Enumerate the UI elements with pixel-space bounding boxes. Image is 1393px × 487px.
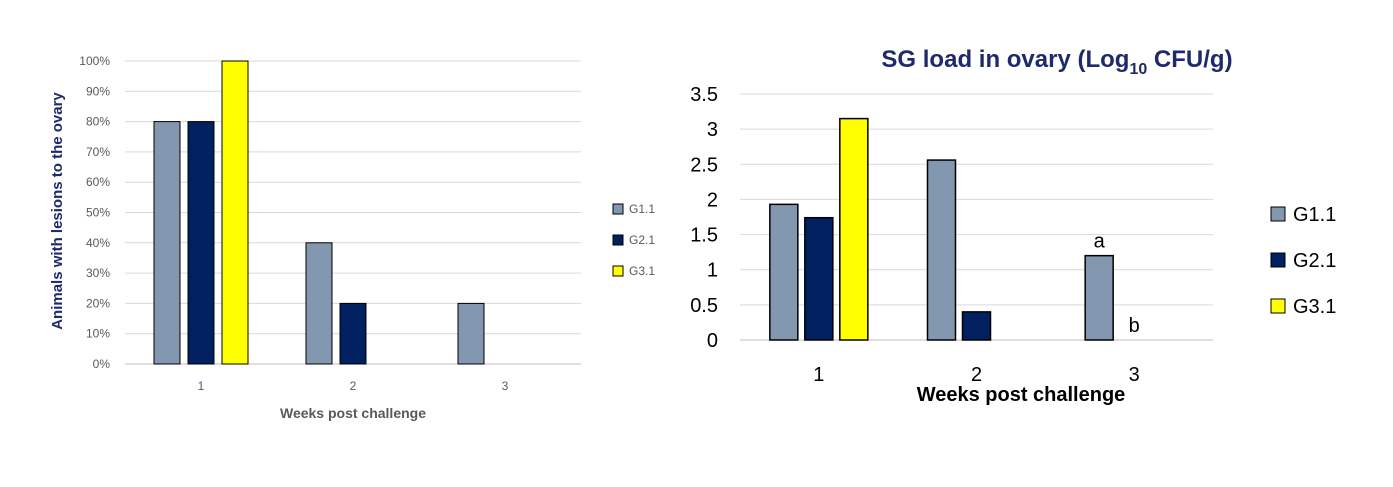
- sg-load-y-tick-label: 1: [707, 260, 718, 282]
- lesions-bar: [457, 302, 485, 365]
- sg-load-y-tick-labels: 0 0.5 1 1.5 2 2.5 3 3.5: [690, 84, 718, 352]
- sg-load-y-tick-label: 1.5: [690, 225, 718, 247]
- sg-load-legend-swatch: [1270, 252, 1286, 268]
- sg-load-bar: [926, 159, 957, 341]
- sg-load-x-tick-label: 2: [971, 364, 982, 386]
- sg-load-y-tick-label: 3.5: [690, 84, 718, 106]
- sg-load-title-subscript: 10: [1129, 61, 1147, 78]
- lesions-y-tick-label: 60%: [86, 175, 110, 189]
- sg-load-y-tick-label: 3: [707, 119, 718, 141]
- sg-load-bar: [961, 311, 992, 341]
- sg-load-y-tick-label: 0: [707, 330, 718, 352]
- lesions-y-axis-label: Animals with lesions to the ovary: [49, 92, 66, 330]
- lesions-legend-swatch: [612, 265, 624, 277]
- lesions-bar: [153, 121, 181, 365]
- sg-load-legend-swatch: [1270, 298, 1286, 314]
- lesions-y-tick-label: 30%: [86, 266, 110, 280]
- sg-load-bars: [769, 117, 1114, 341]
- lesions-y-tick-labels: 0% 10% 20% 30% 40% 50% 60% 70% 80% 90% 100%: [79, 54, 110, 371]
- sg-load-bar: [1084, 254, 1114, 341]
- lesions-legend-swatch: [612, 234, 624, 246]
- lesions-bar: [187, 121, 215, 365]
- lesions-x-tick-labels: 1 2 3: [198, 379, 509, 393]
- lesions-legend: G1.1 G2.1 G3.1: [612, 202, 655, 278]
- sg-load-title-main: SG load in ovary (Log: [881, 46, 1129, 73]
- lesions-legend-label: G3.1: [629, 264, 655, 278]
- sg-load-legend-label: G2.1: [1293, 250, 1336, 272]
- lesions-y-tick-label: 50%: [86, 206, 110, 220]
- lesions-y-tick-label: 0%: [93, 357, 111, 371]
- sg-load-legend-label: G3.1: [1293, 296, 1336, 318]
- lesions-x-tick-label: 2: [350, 379, 357, 393]
- lesions-y-tick-label: 70%: [86, 145, 110, 159]
- sg-load-title-end: CFU/g): [1147, 46, 1232, 73]
- sg-load-x-tick-labels: 1 2 3: [813, 364, 1139, 386]
- lesions-legend-label: G1.1: [629, 202, 655, 216]
- sg-load-x-axis-label: Weeks post challenge: [917, 384, 1126, 406]
- sg-load-bar: [804, 216, 834, 341]
- sg-load-bar: [839, 117, 869, 341]
- sg-load-legend: G1.1 G2.1 G3.1: [1270, 204, 1336, 318]
- lesions-x-tick-label: 3: [502, 379, 509, 393]
- sg-load-legend-label: G1.1: [1293, 204, 1336, 226]
- sg-load-chart: SG load in ovary (Log10 CFU/g) 0 0.5 1 1.5 2…: [690, 46, 1336, 406]
- sg-load-y-tick-label: 2: [707, 189, 718, 211]
- lesions-chart: 0% 10% 20% 30% 40% 50% 60% 70% 80% 90% 100% 1 2 3 We…: [49, 54, 655, 421]
- lesions-bar: [339, 302, 367, 365]
- lesions-legend-label: G2.1: [629, 233, 655, 247]
- lesions-y-tick-label: 20%: [86, 296, 110, 310]
- sg-load-y-tick-label: 2.5: [690, 154, 718, 176]
- sg-load-y-tick-label: 0.5: [690, 295, 718, 317]
- sg-load-annotations: ab: [1094, 231, 1140, 337]
- lesions-bars: [153, 60, 485, 365]
- sg-load-x-tick-label: 3: [1129, 364, 1140, 386]
- lesions-x-tick-label: 1: [198, 379, 205, 393]
- sg-load-annotation: a: [1094, 231, 1106, 253]
- sg-load-annotation: b: [1129, 315, 1140, 337]
- sg-load-legend-swatch: [1270, 206, 1286, 222]
- lesions-y-tick-label: 90%: [86, 84, 110, 98]
- lesions-y-tick-label: 100%: [79, 54, 110, 68]
- lesions-x-axis-label: Weeks post challenge: [280, 405, 426, 421]
- lesions-legend-swatch: [612, 203, 624, 215]
- lesions-y-tick-label: 80%: [86, 115, 110, 129]
- sg-load-chart-title: SG load in ovary (Log10 CFU/g): [881, 46, 1232, 78]
- sg-load-x-tick-label: 1: [813, 364, 824, 386]
- sg-load-bar: [769, 203, 799, 341]
- lesions-y-tick-label: 10%: [86, 327, 110, 341]
- lesions-bar: [221, 60, 249, 365]
- lesions-bar: [305, 242, 333, 365]
- lesions-y-tick-label: 40%: [86, 236, 110, 250]
